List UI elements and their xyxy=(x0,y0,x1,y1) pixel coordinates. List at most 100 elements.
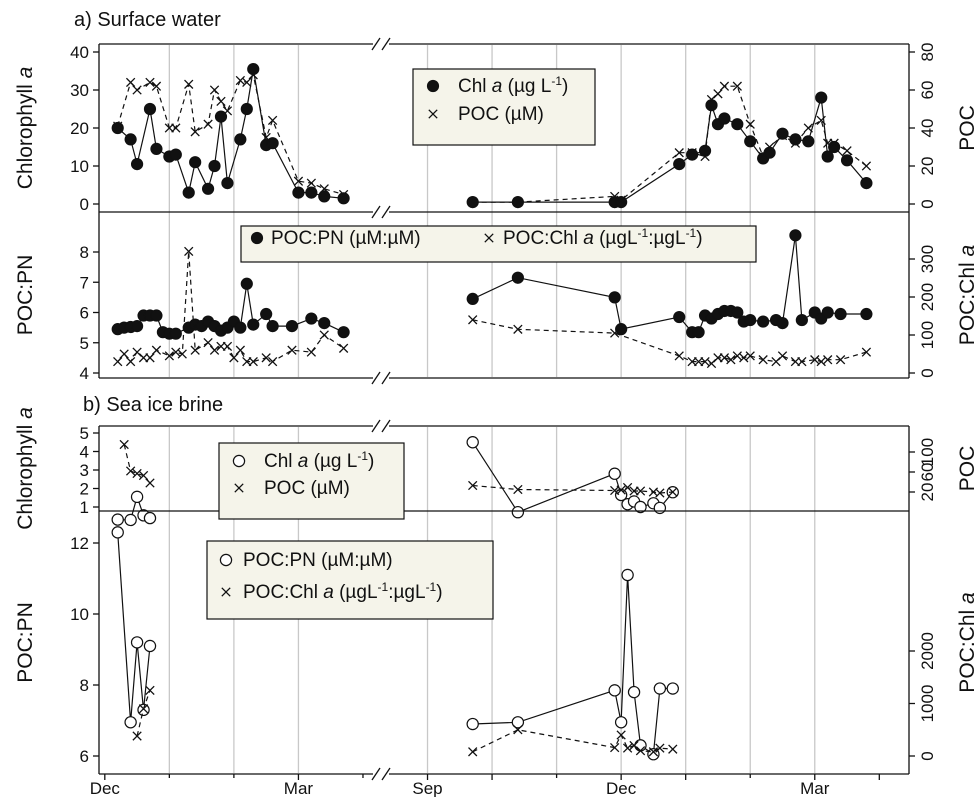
text-part: POC (µM) xyxy=(458,104,544,125)
data-point-circle xyxy=(822,307,833,318)
data-point-circle xyxy=(745,136,756,147)
data-point-cross xyxy=(223,342,231,350)
y-tick-label-left: 10 xyxy=(70,157,89,176)
data-point-cross xyxy=(817,357,825,365)
data-point-cross xyxy=(249,357,257,365)
data-point-circle xyxy=(319,317,330,328)
text-part: Chlorophyll xyxy=(14,78,37,189)
series-solid-line xyxy=(473,575,673,754)
data-point-cross xyxy=(862,162,870,170)
text-part: :µgL xyxy=(388,582,425,603)
data-point-cross xyxy=(204,338,212,346)
data-point-circle xyxy=(286,321,297,332)
legend-marker xyxy=(233,455,244,466)
data-point-circle xyxy=(790,230,801,241)
y-tick-label-left: 8 xyxy=(80,676,89,695)
data-point-circle xyxy=(144,103,155,114)
legend-label: POC:Chl a (µgL-1:µgL-1) xyxy=(503,226,703,249)
text-part: POC:Chl xyxy=(503,228,583,249)
data-point-circle xyxy=(306,313,317,324)
data-point-circle xyxy=(764,147,775,158)
y-tick-label-right: 0 xyxy=(918,368,937,377)
axis-break-mark xyxy=(372,38,390,50)
data-point-circle xyxy=(693,327,704,338)
data-point-circle xyxy=(822,151,833,162)
text-part: -1 xyxy=(357,449,368,463)
data-point-circle xyxy=(131,321,142,332)
data-point-circle xyxy=(654,502,665,513)
text-part: -1 xyxy=(638,226,649,240)
data-point-circle xyxy=(241,103,252,114)
data-point-circle xyxy=(609,685,620,696)
labels-layer: Dec Mar Sep Dec Mar010203040020406080Chlorop… xyxy=(14,43,979,797)
y-tick-label-left: 40 xyxy=(70,43,89,62)
x-tick-label: Mar xyxy=(284,779,314,797)
data-point-circle xyxy=(248,64,259,75)
data-point-cross xyxy=(236,76,244,84)
data-point-circle xyxy=(654,683,665,694)
data-point-cross xyxy=(126,78,134,86)
data-point-circle xyxy=(261,308,272,319)
data-point-circle xyxy=(835,308,846,319)
data-point-circle xyxy=(512,272,523,283)
y-tick-label-right: 0 xyxy=(918,199,937,208)
text-part: (µgL xyxy=(334,582,378,603)
y-tick-label-left: 6 xyxy=(80,747,89,766)
legend-marker xyxy=(251,232,262,243)
y-tick-label-right: 40 xyxy=(918,119,937,138)
text-part: a xyxy=(298,451,309,472)
data-point-circle xyxy=(112,527,123,538)
data-point-circle xyxy=(138,704,149,715)
text-part: a xyxy=(956,592,979,604)
text-part: ) xyxy=(562,76,568,97)
data-point-circle xyxy=(144,640,155,651)
text-part: -1 xyxy=(551,74,562,88)
text-part: a xyxy=(956,245,979,257)
y-axis-title-left: Chlorophyll a xyxy=(14,67,37,190)
data-point-circle xyxy=(467,293,478,304)
data-point-cross xyxy=(152,346,160,354)
y-tick-label-left: 2 xyxy=(80,480,89,499)
y-tick-label-left: 5 xyxy=(80,424,89,443)
data-point-circle xyxy=(841,155,852,166)
data-point-circle xyxy=(131,637,142,648)
y-tick-label-left: 8 xyxy=(80,243,89,262)
data-point-circle xyxy=(467,718,478,729)
data-point-cross xyxy=(210,86,218,94)
data-point-circle xyxy=(674,311,685,322)
legend-marker xyxy=(427,80,438,91)
data-point-cross xyxy=(468,316,476,324)
data-point-cross xyxy=(133,469,141,477)
text-part: (µgL xyxy=(594,228,638,249)
x-tick-label: Sep xyxy=(412,779,442,797)
panel-a-title: a) Surface water xyxy=(74,9,221,31)
data-point-circle xyxy=(861,308,872,319)
data-point-circle xyxy=(151,310,162,321)
data-point-cross xyxy=(862,348,870,356)
text-part: POC xyxy=(956,446,979,492)
series-solid-line xyxy=(118,532,150,722)
text-part: Chlorophyll xyxy=(14,419,37,530)
data-point-cross xyxy=(320,331,328,339)
legend-layer: Chl a (µg L-1)POC (µM)POC:PN (µM:µM) POC:… xyxy=(207,69,756,619)
legend-label: POC:Chl a (µgL-1:µgL-1) xyxy=(243,580,443,603)
data-point-circle xyxy=(667,683,678,694)
data-point-circle xyxy=(202,183,213,194)
data-point-circle xyxy=(467,437,478,448)
data-point-circle xyxy=(674,159,685,170)
data-point-circle xyxy=(758,316,769,327)
y-tick-label-right: 100 xyxy=(918,438,937,466)
y-tick-label-right: 300 xyxy=(918,245,937,273)
data-point-circle xyxy=(183,187,194,198)
data-point-cross xyxy=(120,440,128,448)
data-point-cross xyxy=(120,350,128,358)
data-point-cross xyxy=(720,354,728,362)
data-point-circle xyxy=(732,119,743,130)
data-point-cross xyxy=(223,107,231,115)
text-part: (µg L xyxy=(502,76,551,97)
data-point-cross xyxy=(714,90,722,98)
x-tick-label: Dec xyxy=(606,779,637,797)
y-tick-label-right: 200 xyxy=(918,283,937,311)
y-axis-title-left: POC:PN xyxy=(14,602,37,683)
